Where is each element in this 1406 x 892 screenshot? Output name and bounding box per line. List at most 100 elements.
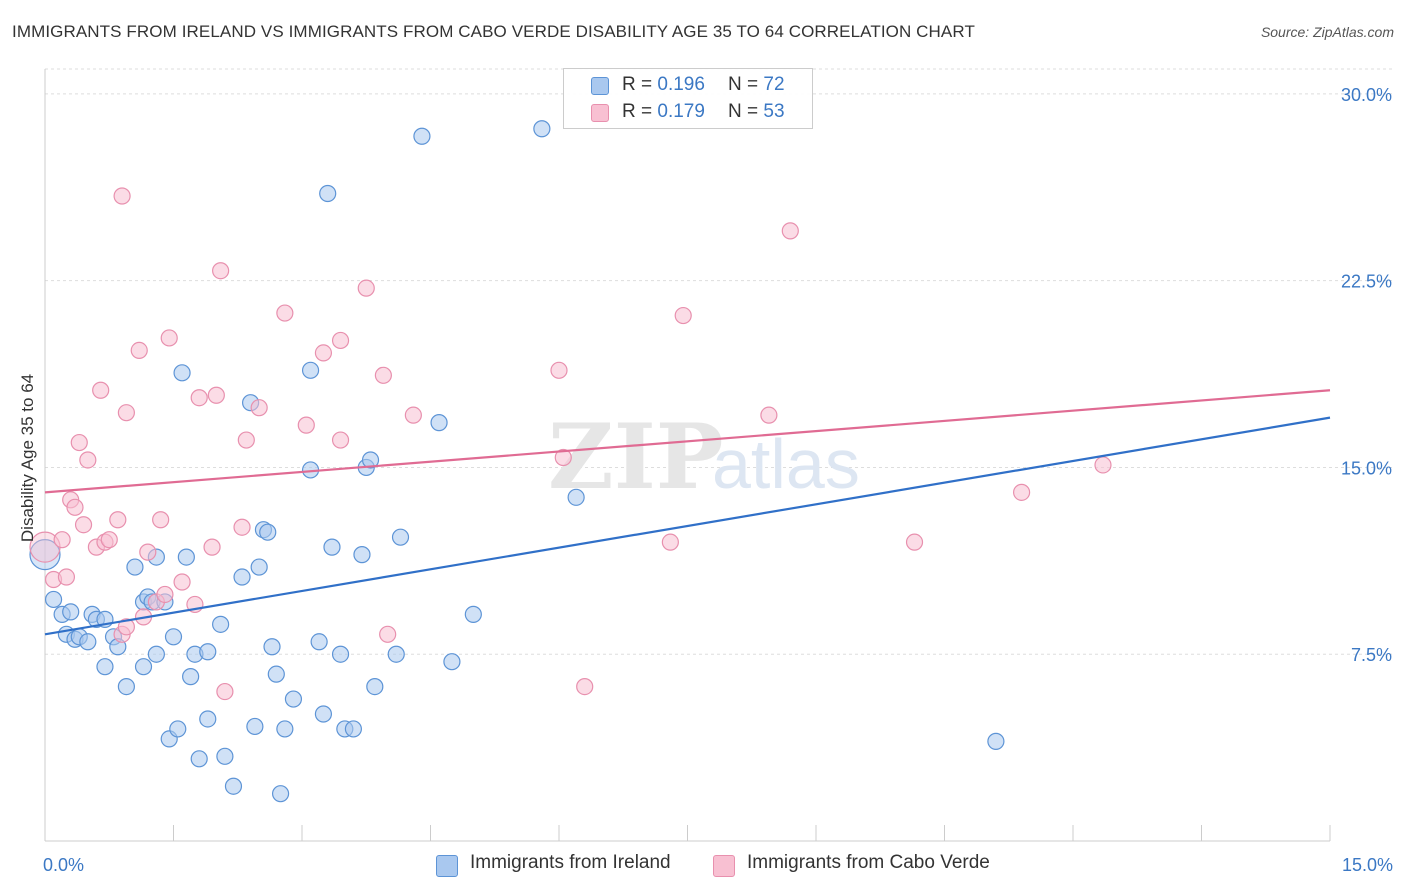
ireland-point-25 [177, 548, 195, 566]
legend-swatch-ireland [591, 77, 609, 95]
ireland-point-39 [250, 558, 268, 576]
y-tick-label-3: 30.0% [1341, 85, 1392, 105]
ireland-point-28 [199, 643, 217, 661]
caboverde-point-36 [297, 416, 315, 434]
y-tick-label-2: 22.5% [1341, 272, 1392, 292]
ireland-point-46 [284, 690, 303, 708]
y-tick-label-1: 15.0% [1341, 458, 1392, 478]
ireland-point-42 [263, 638, 281, 656]
caboverde-point-17 [117, 404, 135, 422]
series-legend: Immigrants from Ireland Immigrants from … [0, 852, 1406, 878]
r-label: R = [622, 101, 653, 122]
caboverde-point-41 [374, 366, 392, 384]
ireland-point-35 [224, 777, 243, 795]
ireland-point-49 [310, 633, 328, 651]
caboverde-point-49 [760, 406, 778, 424]
ireland-point-63 [430, 414, 448, 432]
axis-layer [44, 69, 1331, 842]
ireland-point-15 [126, 558, 144, 576]
caboverde-point-40 [357, 279, 375, 297]
ireland-point-3 [62, 603, 80, 621]
ireland-point-21 [134, 658, 153, 676]
caboverde-point-16 [113, 187, 131, 205]
caboverde-point-33 [237, 431, 255, 449]
ireland-point-64 [443, 653, 461, 671]
caboverde-point-2 [53, 531, 71, 549]
caboverde-point-3 [57, 568, 76, 586]
trend-line-caboverde [44, 389, 1331, 494]
ireland-point-61 [391, 528, 410, 546]
caboverde-point-10 [92, 381, 110, 399]
series-caboverde-points [29, 187, 1112, 701]
ireland-point-26 [182, 668, 200, 686]
caboverde-point-46 [576, 677, 594, 696]
chart-title: IMMIGRANTS FROM IRELAND VS IMMIGRANTS FR… [12, 22, 975, 41]
grid-layer [45, 68, 1392, 655]
caboverde-point-8 [79, 451, 97, 469]
ireland-point-31 [169, 720, 187, 738]
ireland-point-43 [267, 665, 285, 683]
caboverde-point-24 [160, 329, 178, 347]
ireland-point-48 [301, 361, 320, 379]
x-tick-label-1: 15.0% [1342, 855, 1393, 875]
legend-swatch-ireland [436, 855, 458, 877]
caboverde-point-27 [190, 389, 208, 407]
caboverde-point-5 [66, 498, 84, 516]
ireland-point-22 [147, 645, 165, 663]
caboverde-point-38 [331, 331, 350, 350]
caboverde-point-34 [250, 399, 268, 417]
caboverde-point-13 [109, 511, 127, 529]
caboverde-point-51 [905, 533, 924, 551]
caboverde-point-53 [1094, 456, 1112, 474]
ireland-point-58 [361, 451, 380, 469]
legend-label-caboverde: Immigrants from Cabo Verde [747, 852, 990, 873]
caboverde-point-18 [130, 341, 148, 360]
ireland-point-24 [173, 364, 191, 382]
caboverde-point-20 [139, 543, 157, 561]
r-label: R = [622, 74, 653, 95]
ireland-point-33 [190, 750, 208, 768]
trend-line-ireland [44, 416, 1331, 636]
correlation-legend: R = 0.196 N = 72 R = 0.179 N = 53 [563, 68, 813, 129]
y-axis-label: Disability Age 35 to 64 [18, 374, 37, 542]
ireland-point-1 [44, 590, 63, 609]
ireland-point-32 [199, 710, 217, 728]
n-label: N = [728, 101, 759, 122]
caboverde-point-35 [276, 304, 294, 322]
caboverde-point-12 [100, 531, 118, 549]
caboverde-point-50 [781, 222, 799, 240]
series-ireland-points [29, 120, 1005, 803]
ireland-point-29 [212, 615, 230, 633]
tick-labels: 7.5% 15.0% 22.5% 30.0% 0.0% 15.0% [43, 85, 1393, 875]
ireland-point-41 [259, 523, 277, 541]
ireland-point-62 [413, 127, 431, 145]
legend-swatch-caboverde [591, 104, 609, 122]
caboverde-point-28 [203, 538, 221, 556]
n-value-caboverde: 53 [763, 101, 785, 122]
x-tick-label-0: 0.0% [43, 855, 84, 875]
ireland-point-53 [331, 645, 350, 663]
caboverde-point-6 [70, 433, 88, 452]
source-label: Source: ZipAtlas.com [1260, 24, 1394, 40]
ireland-point-45 [276, 720, 294, 738]
ireland-point-66 [533, 120, 551, 138]
caboverde-point-25 [173, 573, 191, 591]
legend-row-ireland: R = 0.196 N = 72 [564, 73, 812, 99]
y-tick-label-0: 7.5% [1351, 645, 1392, 665]
caboverde-point-23 [156, 585, 174, 604]
caboverde-point-30 [212, 262, 230, 280]
caboverde-point-43 [404, 406, 422, 424]
caboverde-point-45 [554, 448, 572, 467]
ireland-point-51 [319, 184, 337, 203]
ireland-point-65 [464, 605, 482, 623]
caboverde-point-37 [314, 344, 333, 362]
trend-lines [44, 389, 1331, 636]
ireland-point-34 [216, 747, 234, 765]
caboverde-point-44 [550, 361, 568, 379]
n-value-ireland: 72 [763, 74, 785, 95]
caboverde-point-22 [152, 511, 170, 529]
watermark: ZIP atlas [548, 404, 860, 510]
r-value-ireland: 0.196 [657, 74, 705, 95]
ireland-point-68 [987, 732, 1005, 750]
